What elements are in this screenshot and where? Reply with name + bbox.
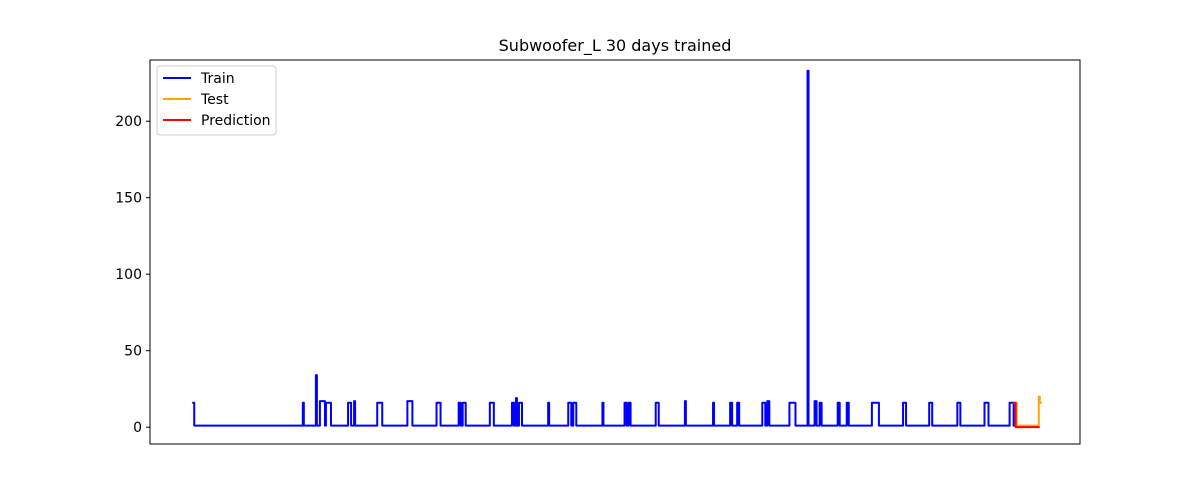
y-axis: 0 50 100 150 200 [115, 114, 150, 436]
legend: Train Test Prediction [156, 65, 277, 136]
legend-label-prediction: Prediction [201, 113, 271, 129]
series-line-prediction [1012, 401, 1040, 429]
y-tick-label: 50 [124, 344, 142, 360]
y-tick-label: 0 [133, 420, 142, 436]
legend-label-test: Test [200, 92, 229, 108]
chart-title: Subwoofer_L 30 days trained [499, 36, 732, 56]
y-tick-label: 100 [115, 267, 142, 283]
legend-label-train: Train [200, 71, 235, 87]
plot-frame [149, 59, 1081, 445]
legend-box [156, 65, 277, 136]
plot-area [150, 60, 1080, 444]
y-tick-label: 150 [115, 191, 142, 207]
y-tick-label: 200 [115, 114, 142, 130]
series-line-test [1015, 395, 1042, 427]
series-line-train [192, 69, 1018, 427]
series-layer [192, 69, 1042, 429]
